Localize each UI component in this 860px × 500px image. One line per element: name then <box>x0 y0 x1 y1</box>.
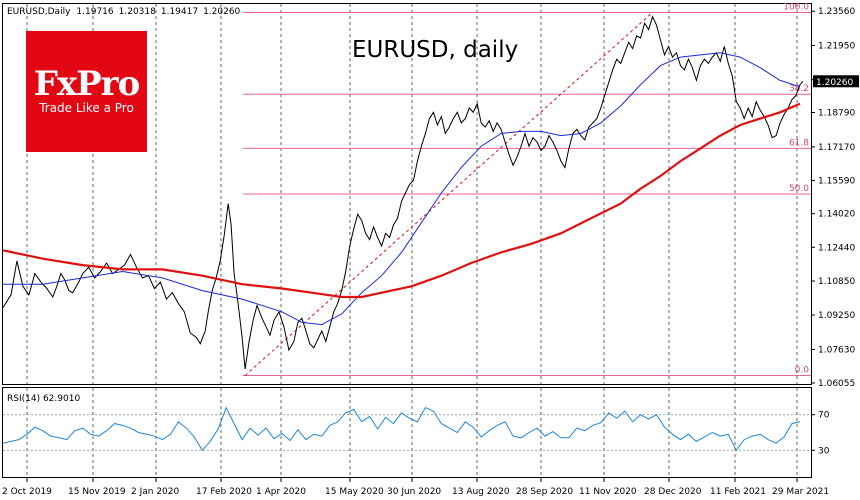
price-y-tick-label: 1.12440 <box>818 243 855 253</box>
price-y-tick-label: 1.09250 <box>818 311 855 321</box>
x-tick-label: 11 Nov 2020 <box>579 487 637 497</box>
rsi-y-axis: 70 30 <box>811 411 830 456</box>
rsi-vertical-grid <box>26 388 798 477</box>
rsi-y-tick-label: 70 <box>818 411 830 421</box>
price-y-tick-label: 1.18790 <box>818 108 855 118</box>
x-tick-label: 30 Jun 2020 <box>387 487 441 497</box>
price-y-tick-label: 1.23560 <box>818 7 855 17</box>
price-badge-box <box>813 75 859 88</box>
fxpro-logo: FxPro Trade Like a Pro <box>26 31 147 152</box>
price-y-tick-label: 1.17170 <box>818 143 855 153</box>
series-price-line <box>2 15 804 370</box>
x-tick-label: 13 Aug 2020 <box>452 487 510 497</box>
rsi-y-tick-label: 30 <box>818 446 830 456</box>
x-tick-label: 29 Mar 2021 <box>772 487 829 497</box>
fibonacci-levels: 100.0 38.2 61.8 50.0 0.0 <box>243 2 811 377</box>
fib-trend-line <box>244 12 653 376</box>
trend-line <box>244 12 653 376</box>
rsi-label: RSI(14) 62.9010 <box>7 394 80 404</box>
x-tick-label: 2 Jan 2020 <box>131 487 179 497</box>
current-price-badge: 1.20260 <box>813 75 859 88</box>
logo-tagline: Trade Like a Pro <box>39 101 134 115</box>
info-high: 1.20318 <box>119 7 156 17</box>
fib-level-label: 61.8 <box>789 138 809 148</box>
rsi-panel <box>2 387 812 478</box>
price-y-tick-label: 1.06055 <box>818 379 855 389</box>
x-tick-label: 17 Feb 2020 <box>196 487 252 497</box>
price-series <box>2 15 804 370</box>
price-y-tick-label: 1.15590 <box>818 176 855 186</box>
price-y-tick-label: 1.21950 <box>818 41 855 51</box>
fib-level-label: 100.0 <box>783 2 809 12</box>
rsi-levels <box>3 414 811 451</box>
x-tick-label: 15 Nov 2019 <box>68 487 126 497</box>
info-low: 1.19417 <box>161 7 198 17</box>
fib-level-label: 50.0 <box>789 184 809 194</box>
price-y-tick-label: 1.14020 <box>818 210 855 220</box>
info-symbol: EURUSD,Daily <box>7 7 71 17</box>
x-axis: 2 Oct 2019 15 Nov 2019 2 Jan 2020 17 Feb 20… <box>2 478 829 497</box>
x-tick-label: 28 Dec 2020 <box>644 487 702 497</box>
series-ma200-line <box>2 102 801 299</box>
price-y-tick-label: 1.10850 <box>818 277 855 287</box>
rsi-series <box>2 406 801 452</box>
price-y-tick-label: 1.07630 <box>818 345 855 355</box>
x-tick-label: 11 Feb 2021 <box>710 487 766 497</box>
info-close: 1.20260 <box>203 7 240 17</box>
x-tick-label: 2 Oct 2019 <box>2 487 52 497</box>
x-tick-label: 28 Sep 2020 <box>516 487 573 497</box>
series-rsi-line <box>2 406 801 452</box>
fib-level-label: 0.0 <box>795 366 810 376</box>
fib-level-label: 38.2 <box>789 84 809 94</box>
price-y-axis: 1.235601.219501.203401.187901.171701.155… <box>811 7 855 389</box>
chart-title: EURUSD, daily <box>352 37 518 63</box>
logo-wordmark: FxPro <box>33 64 141 104</box>
x-tick-label: 1 Apr 2020 <box>256 487 306 497</box>
price-badge-label: 1.20260 <box>816 78 853 88</box>
info-open: 1.19716 <box>76 7 113 17</box>
x-tick-label: 15 May 2020 <box>325 487 384 497</box>
series-ma50-line <box>3 52 801 326</box>
chart-info: EURUSD,Daily 1.19716 1.20318 1.19417 1.20260 <box>7 7 241 17</box>
